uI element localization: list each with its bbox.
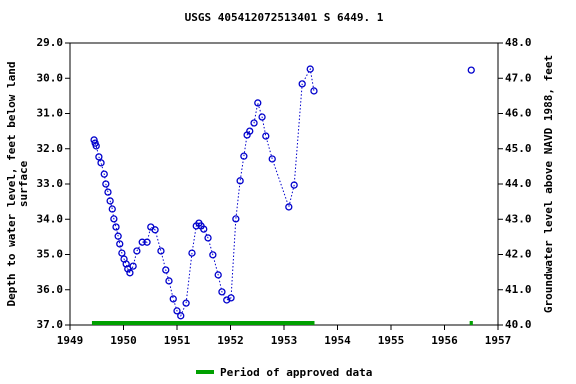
data-point [112,223,120,231]
y-axis-label: surface [17,160,30,207]
data-point [200,225,208,233]
y-tick-label: 30.0 [37,71,64,84]
data-point [285,203,293,211]
data-point [218,288,226,296]
data-point [306,65,314,73]
y-tick-label: 29.0 [37,36,64,49]
data-point [227,294,235,302]
data-point [126,269,134,277]
y2-tick-label: 45.0 [505,142,532,155]
data-point [204,234,212,242]
data-point [133,247,141,255]
data-point [177,312,185,320]
data-point [110,215,118,223]
data-point [114,232,122,240]
y2-tick-label: 41.0 [505,283,532,296]
data-point [173,307,181,315]
y-tick-label: 34.0 [37,212,64,225]
y-tick-label: 31.0 [37,107,64,120]
y2-tick-label: 42.0 [505,248,532,261]
data-point [310,87,318,95]
y2-tick-label: 43.0 [505,212,532,225]
x-tick-label: 1950 [110,334,137,347]
data-point [104,188,112,196]
data-point [116,240,124,248]
data-point [467,66,475,74]
x-tick-label: 1953 [271,334,298,347]
data-point [162,266,170,274]
data-point [129,262,137,270]
y-tick-label: 37.0 [37,318,64,331]
data-point [240,152,248,160]
y-tick-label: 32.0 [37,142,64,155]
data-point [143,238,151,246]
approved-period [469,321,473,325]
y2-axis-label: Groundwater level above NAVD 1988, feet [542,55,555,313]
x-tick-label: 1951 [164,334,191,347]
data-point [108,205,116,213]
x-tick-label: 1954 [324,334,351,347]
x-tick-label: 1955 [378,334,405,347]
y2-tick-label: 40.0 [505,318,532,331]
chart-title: USGS 405412072513401 S 6449. 1 [185,11,384,24]
x-tick-label: 1957 [485,334,512,347]
data-point [250,119,258,127]
data-point [157,247,165,255]
data-point [106,197,114,205]
approved-period [91,321,315,325]
data-point [124,265,132,273]
data-point [298,80,306,88]
data-point [214,271,222,279]
legend-label: Period of approved data [220,366,372,379]
data-point [102,180,110,188]
data-point [236,177,244,185]
data-point [232,215,240,223]
data-point [165,277,173,285]
y2-tick-label: 46.0 [505,107,532,120]
y2-tick-label: 44.0 [505,177,532,190]
data-point [90,136,98,144]
data-point [290,181,298,189]
data-point [138,238,146,246]
y2-tick-label: 48.0 [505,36,532,49]
data-point [258,113,266,121]
x-tick-label: 1956 [431,334,458,347]
data-point [182,299,190,307]
y-tick-label: 35.0 [37,248,64,261]
data-point [209,251,217,259]
data-point [246,127,254,135]
x-tick-label: 1952 [217,334,244,347]
data-point [97,159,105,167]
y2-tick-label: 47.0 [505,71,532,84]
data-point [268,155,276,163]
data-point [118,249,126,257]
x-tick-label: 1949 [57,334,84,347]
data-point [188,249,196,257]
y-axis-label: Depth to water level, feet below land [5,61,18,306]
data-point [151,226,159,234]
data-point [262,132,270,140]
data-point [169,295,177,303]
data-point [92,142,100,150]
y-tick-label: 36.0 [37,283,64,296]
data-point [254,99,262,107]
y-tick-label: 33.0 [37,177,64,190]
data-point [100,170,108,178]
data-point [95,153,103,161]
